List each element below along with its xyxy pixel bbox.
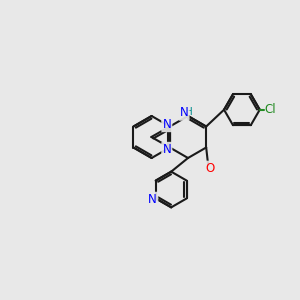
Text: N: N	[162, 118, 171, 131]
Text: N: N	[180, 106, 188, 119]
Text: H: H	[185, 107, 193, 117]
Text: Cl: Cl	[264, 103, 275, 116]
Text: O: O	[206, 162, 215, 175]
Text: N: N	[148, 193, 157, 206]
Text: N: N	[162, 143, 171, 156]
